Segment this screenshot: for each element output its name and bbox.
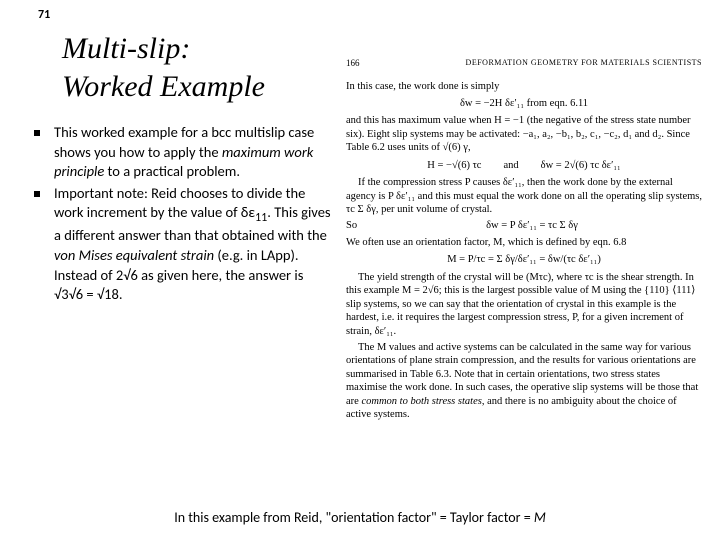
book-paragraph: If the compression stress P causes δε′₁₁… (346, 176, 702, 216)
equation: H = −√(6) τc (427, 159, 481, 172)
book-header: 166 DEFORMATION GEOMETRY FOR MATERIALS S… (346, 58, 702, 70)
equation: δw = 2√(6) τc δε′₁₁ (541, 159, 621, 172)
left-column: Multi-slip:Worked Example This worked ex… (0, 18, 342, 540)
list-item: Important note: Reid chooses to divide t… (30, 184, 334, 305)
bullet-text: Important note: Reid chooses to divide t… (54, 184, 334, 305)
book-paragraph: and this has maximum value when H = −1 (… (346, 114, 702, 154)
slide-container: Multi-slip:Worked Example This worked ex… (0, 0, 720, 540)
footer-caption: In this example from Reid, "orientation … (0, 509, 720, 526)
book-paragraph: Soδw = P δε′₁₁ = τc Σ δγ (346, 219, 702, 232)
textbook-excerpt: 166 DEFORMATION GEOMETRY FOR MATERIALS S… (342, 56, 708, 422)
list-item: This worked example for a bcc multislip … (30, 123, 334, 182)
equation-row: H = −√(6) τc and δw = 2√(6) τc δε′₁₁ (346, 159, 702, 172)
equation: M = P/τc = Σ δγ/δε′₁₁ = δw/(τc δε′₁₁) (346, 253, 702, 266)
bullet-icon (34, 191, 40, 197)
equation: δw = −2H δε′₁₁ from eqn. 6.11 (346, 97, 702, 110)
book-paragraph: The M values and active systems can be c… (346, 341, 702, 422)
book-header-title: DEFORMATION GEOMETRY FOR MATERIALS SCIEN… (466, 58, 702, 70)
bullet-list: This worked example for a bcc multislip … (30, 123, 334, 305)
book-page-number: 166 (346, 58, 360, 70)
right-column: 166 DEFORMATION GEOMETRY FOR MATERIALS S… (342, 18, 720, 540)
book-paragraph: We often use an orientation factor, M, w… (346, 236, 702, 249)
bullet-text: This worked example for a bcc multislip … (54, 123, 334, 182)
page-number: 71 (38, 8, 50, 22)
slide-title: Multi-slip:Worked Example (62, 30, 334, 105)
bullet-icon (34, 130, 40, 136)
book-paragraph: In this case, the work done is simply (346, 80, 702, 93)
equation-and: and (503, 159, 518, 172)
book-paragraph: The yield strength of the crystal will b… (346, 271, 702, 338)
